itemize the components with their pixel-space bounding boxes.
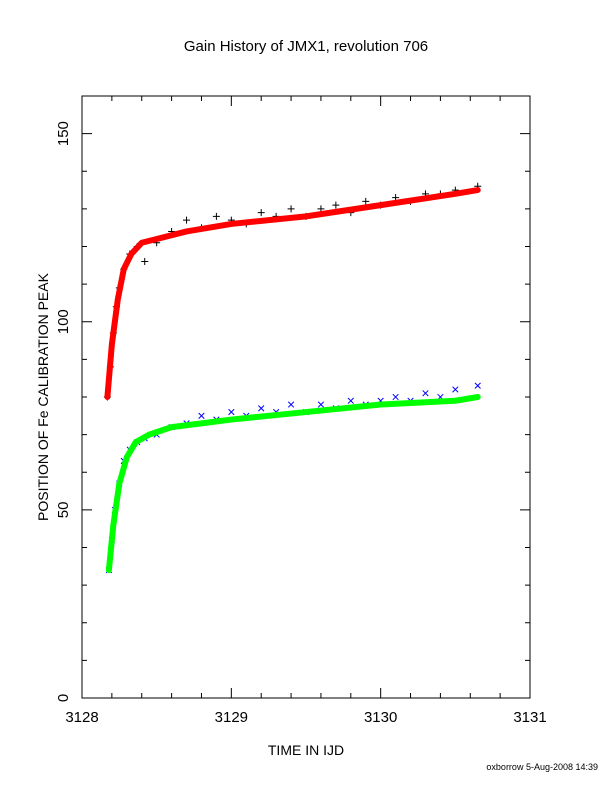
footer-stamp: oxborrow 5-Aug-2008 14:39 — [486, 762, 598, 772]
series-layer — [103, 182, 482, 574]
data-point — [198, 412, 205, 419]
y-tick-label: 50 — [55, 502, 72, 519]
data-point — [452, 386, 459, 393]
data-point — [422, 390, 429, 397]
data-point — [258, 405, 265, 412]
data-point — [474, 382, 481, 389]
y-tick-label: 150 — [55, 121, 72, 146]
x-axis-label: TIME IN IJD — [268, 742, 344, 758]
y-axis-label: POSITION OF Fe CALIBRATION PEAK — [35, 272, 51, 521]
data-point — [287, 401, 295, 408]
chart-title: Gain History of JMX1, revolution 706 — [183, 38, 429, 55]
data-point — [332, 201, 340, 209]
data-point — [141, 258, 149, 266]
y-tick-label: 100 — [55, 309, 72, 334]
x-tick-label: 3130 — [364, 709, 397, 726]
data-point — [183, 216, 191, 224]
fit-line — [105, 394, 481, 574]
series-3 — [105, 394, 481, 574]
series-1 — [104, 187, 481, 400]
data-point — [212, 212, 220, 220]
y-tick-label: 0 — [55, 694, 72, 702]
axes-layer: 3128 3129 3130 3131 0 50 100 150 — [55, 95, 547, 726]
data-point — [317, 401, 325, 408]
x-tick-label: 3128 — [65, 709, 98, 726]
fit-line — [104, 187, 481, 400]
data-point — [257, 209, 265, 217]
data-point — [347, 397, 354, 404]
data-point — [287, 205, 295, 213]
x-tick-label: 3131 — [513, 709, 546, 726]
data-point — [228, 408, 235, 416]
data-point — [392, 393, 399, 401]
x-tick-label: 3129 — [215, 709, 248, 726]
data-point — [362, 197, 370, 205]
